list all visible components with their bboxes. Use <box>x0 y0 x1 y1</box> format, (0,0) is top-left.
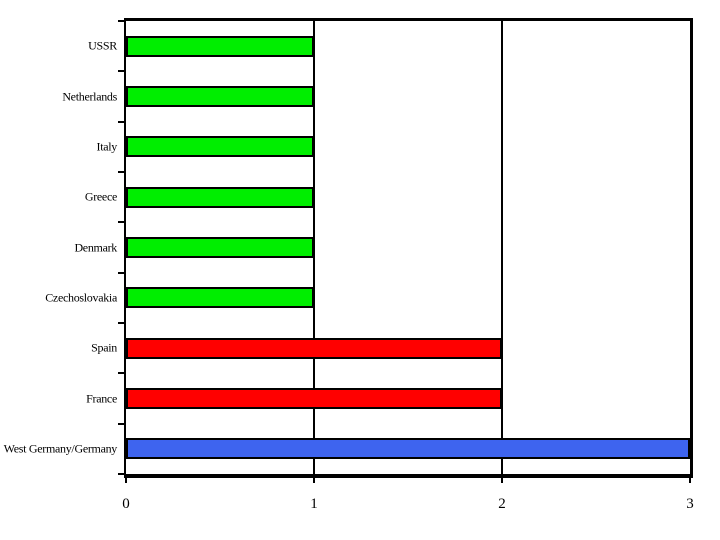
bar <box>126 186 314 208</box>
category-label: Italy <box>96 139 118 154</box>
x-gridline <box>501 21 503 474</box>
bar <box>126 438 690 460</box>
x-axis-tick <box>125 478 127 483</box>
x-axis-tick-label: 3 <box>686 496 694 512</box>
category-label: Netherlands <box>62 89 117 103</box>
x-axis-tick-label: 2 <box>498 496 506 512</box>
bar <box>126 388 502 409</box>
bar <box>126 35 314 57</box>
x-axis-tick <box>313 478 315 483</box>
plot-area <box>124 18 693 478</box>
bar <box>126 237 314 258</box>
y-axis-tick <box>118 20 124 22</box>
x-axis-tick-label: 1 <box>310 496 318 512</box>
y-axis-tick <box>118 171 124 173</box>
bar <box>126 86 314 107</box>
category-label: Czechoslovakia <box>45 290 117 305</box>
y-axis-tick <box>118 422 124 425</box>
category-label: France <box>86 391 117 405</box>
bar <box>126 136 314 158</box>
y-axis-tick <box>118 473 124 475</box>
category-label: West Germany/Germany <box>3 441 118 456</box>
y-axis-tick <box>118 372 124 375</box>
bar <box>126 287 314 309</box>
x-axis-tick <box>689 478 691 483</box>
y-axis-tick <box>118 322 124 324</box>
x-gridline <box>313 21 315 474</box>
x-axis-tick <box>501 478 503 483</box>
y-axis-tick <box>118 70 124 73</box>
y-axis-tick <box>118 271 124 274</box>
x-axis-tick-label: 0 <box>122 496 130 512</box>
y-axis-tick <box>118 221 124 224</box>
category-label: Spain <box>91 340 117 355</box>
category-label: Denmark <box>74 240 117 254</box>
category-label: USSR <box>88 38 117 53</box>
bar <box>126 337 502 359</box>
category-label: Greece <box>84 189 117 204</box>
y-axis-tick <box>118 120 124 123</box>
